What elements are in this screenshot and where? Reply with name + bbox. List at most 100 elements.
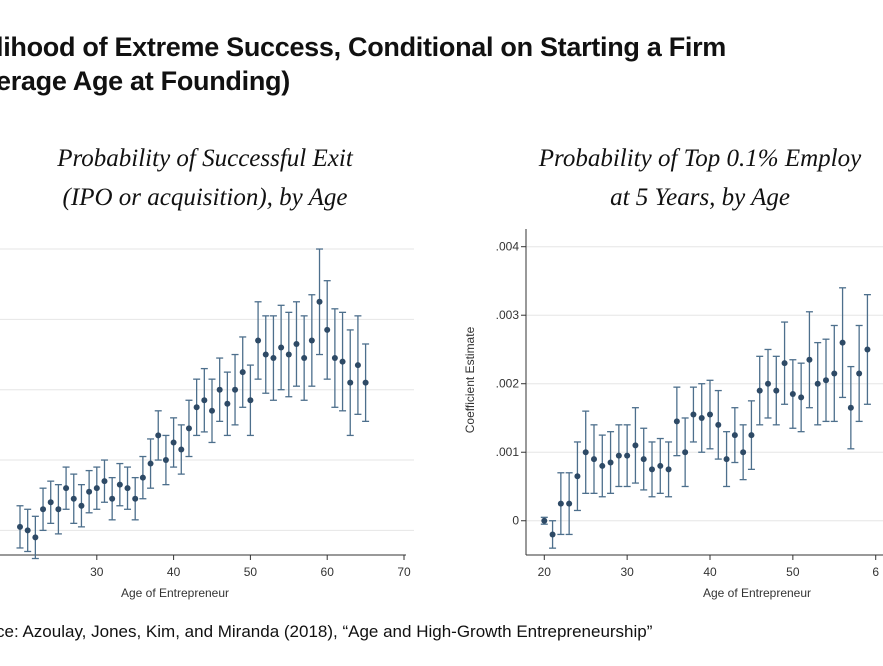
x-axis-label: Age of Entrepreneur — [121, 586, 229, 600]
data-point — [632, 442, 639, 449]
title-line-1: lihood of Extreme Success, Conditional o… — [0, 32, 727, 62]
x-tick-label: 50 — [786, 565, 800, 579]
data-point — [339, 358, 346, 365]
data-point — [541, 517, 548, 524]
data-point — [185, 425, 192, 432]
x-tick-label: 30 — [620, 565, 634, 579]
data-point — [781, 360, 788, 367]
data-point — [649, 466, 655, 473]
source-citation: ce: Azoulay, Jones, Kim, and Miranda (20… — [0, 622, 653, 641]
y-tick-label: .004 — [496, 240, 520, 254]
data-point — [354, 362, 361, 369]
data-point — [239, 369, 246, 376]
data-point — [864, 346, 871, 353]
data-point — [247, 397, 254, 404]
data-point — [101, 478, 108, 485]
data-point — [17, 523, 23, 530]
data-point — [216, 386, 223, 393]
data-point — [756, 387, 763, 394]
data-point — [262, 351, 269, 358]
data-point — [723, 456, 730, 463]
data-point — [715, 421, 722, 428]
data-point — [55, 506, 62, 513]
x-tick-label: 50 — [244, 565, 258, 579]
data-point — [690, 411, 697, 418]
data-point — [798, 394, 805, 401]
chart-title-line-1: Probability of Successful Exit — [56, 145, 354, 172]
data-point — [293, 340, 300, 347]
data-point — [78, 502, 85, 509]
data-point — [139, 474, 146, 481]
data-point — [549, 531, 556, 538]
data-point — [40, 506, 47, 513]
data-point — [308, 337, 315, 344]
data-point — [301, 355, 308, 362]
data-point — [615, 452, 622, 459]
data-point — [70, 495, 77, 502]
data-point — [170, 439, 177, 446]
data-point — [209, 407, 215, 414]
x-tick-label: 30 — [90, 565, 104, 579]
data-point — [789, 391, 796, 397]
data-point — [162, 457, 169, 464]
data-point — [193, 404, 200, 411]
data-point — [599, 462, 606, 469]
data-point — [839, 339, 846, 346]
x-axis-label: Age of Entrepreneur — [703, 586, 811, 600]
y-axis-label: Coefficient Estimate — [463, 326, 477, 433]
chart-title-line-2: (IPO or acquisition), by Age — [63, 184, 348, 211]
data-point — [86, 488, 93, 495]
data-point — [270, 355, 277, 362]
data-point — [574, 473, 581, 480]
data-point — [814, 380, 821, 387]
data-point — [557, 500, 564, 507]
data-point — [640, 456, 647, 463]
data-point — [255, 337, 262, 344]
data-point — [178, 446, 185, 453]
data-point — [773, 387, 780, 394]
data-point — [132, 495, 139, 502]
data-point — [124, 485, 131, 492]
data-point — [847, 404, 854, 411]
data-point — [707, 411, 713, 418]
data-point — [624, 452, 631, 459]
data-point — [682, 449, 689, 456]
data-point — [673, 418, 680, 425]
y-tick-label: 0 — [512, 514, 519, 528]
data-point — [591, 456, 597, 463]
x-tick-label: 40 — [703, 565, 717, 579]
x-tick-label: 70 — [397, 565, 411, 579]
data-point — [324, 326, 331, 333]
data-point — [740, 449, 747, 456]
data-point — [285, 351, 292, 358]
data-point — [823, 377, 829, 384]
data-point — [582, 449, 589, 456]
data-point — [831, 370, 838, 377]
data-point — [765, 380, 771, 387]
data-point — [347, 379, 354, 386]
data-point — [698, 414, 705, 421]
data-point — [278, 344, 285, 351]
data-point — [665, 466, 672, 473]
chart-title-line-1: Probability of Top 0.1% Employ — [538, 145, 862, 172]
data-point — [155, 432, 162, 439]
data-point — [109, 495, 116, 502]
x-tick-label: 40 — [167, 565, 181, 579]
data-point — [806, 356, 813, 363]
x-tick-label: 6 — [872, 565, 879, 579]
data-point — [24, 527, 31, 534]
chart-successful-exit: Probability of Successful Exit (IPO or ac… — [0, 145, 414, 600]
data-point — [116, 481, 123, 488]
data-point — [232, 386, 239, 393]
data-point — [224, 400, 231, 407]
data-point — [201, 397, 208, 404]
data-point — [47, 499, 54, 506]
data-point — [657, 462, 664, 469]
data-point — [316, 298, 323, 305]
x-tick-label: 20 — [538, 565, 552, 579]
page-title: lihood of Extreme Success, Conditional o… — [0, 30, 883, 98]
y-tick-label: .002 — [496, 377, 520, 391]
data-point — [331, 355, 338, 362]
y-tick-label: .003 — [496, 308, 520, 322]
